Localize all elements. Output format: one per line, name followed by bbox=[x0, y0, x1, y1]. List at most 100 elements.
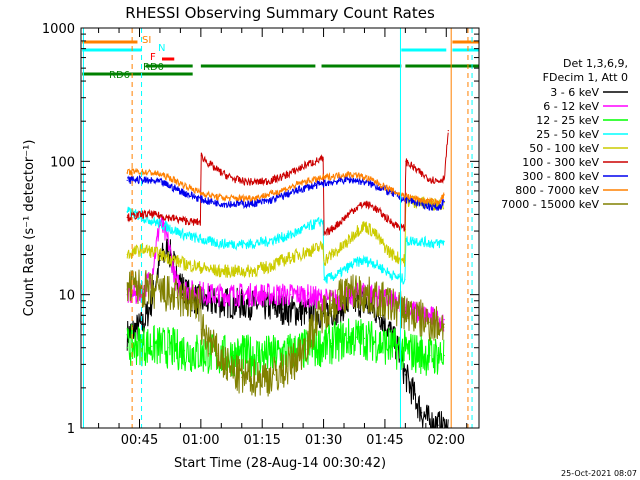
data-point bbox=[224, 203, 226, 205]
data-point bbox=[429, 242, 431, 244]
data-point bbox=[216, 302, 218, 304]
data-point bbox=[347, 241, 349, 243]
data-point bbox=[151, 213, 153, 215]
data-point bbox=[380, 241, 382, 243]
data-point bbox=[249, 376, 251, 378]
x-tick-label: 01:00 bbox=[182, 433, 219, 448]
data-point bbox=[216, 353, 218, 355]
data-point bbox=[339, 248, 341, 250]
data-point bbox=[192, 195, 194, 197]
data-point bbox=[339, 174, 341, 176]
legend-entry: 6 - 12 keV bbox=[543, 100, 599, 113]
data-point bbox=[183, 263, 186, 265]
data-point bbox=[290, 363, 292, 365]
data-point bbox=[413, 239, 415, 242]
series-25-50-kev bbox=[126, 206, 445, 285]
data-point bbox=[200, 266, 202, 269]
data-point bbox=[192, 236, 194, 238]
flag-label: F bbox=[150, 52, 156, 63]
data-point bbox=[273, 294, 276, 296]
data-point bbox=[208, 200, 210, 203]
x-tick-label: 01:30 bbox=[305, 433, 342, 448]
data-point bbox=[443, 323, 445, 325]
data-point bbox=[380, 266, 382, 269]
data-point bbox=[388, 188, 390, 190]
data-point bbox=[126, 179, 128, 181]
data-point bbox=[159, 253, 161, 256]
data-point bbox=[126, 288, 128, 290]
data-point bbox=[331, 300, 333, 302]
data-point bbox=[233, 243, 235, 245]
data-point bbox=[241, 294, 243, 296]
data-point bbox=[265, 376, 267, 378]
data-point bbox=[363, 260, 366, 262]
data-point bbox=[290, 310, 292, 312]
data-point bbox=[372, 340, 374, 342]
data-point bbox=[429, 205, 431, 207]
data-point bbox=[306, 163, 308, 165]
y-axis: 1 10 100 1000 bbox=[42, 22, 479, 437]
data-point bbox=[339, 221, 341, 223]
data-point bbox=[265, 266, 267, 269]
legend-header: FDecim 1, Att 0 bbox=[543, 71, 628, 84]
data-point bbox=[437, 354, 439, 357]
data-point bbox=[290, 256, 292, 259]
data-point bbox=[224, 243, 226, 245]
data-point bbox=[151, 345, 153, 347]
data-point bbox=[167, 226, 169, 228]
data-point bbox=[192, 302, 194, 304]
data-point bbox=[298, 310, 300, 312]
data-point bbox=[331, 276, 333, 278]
data-point bbox=[404, 195, 406, 197]
data-point bbox=[208, 340, 210, 342]
legend-entry: 100 - 300 keV bbox=[522, 156, 599, 169]
data-point bbox=[380, 183, 382, 186]
data-point bbox=[396, 224, 398, 227]
series-100-300-kev bbox=[126, 130, 449, 236]
data-point bbox=[443, 200, 445, 203]
data-point bbox=[282, 308, 284, 310]
data-point bbox=[273, 307, 276, 309]
data-point bbox=[314, 223, 316, 225]
data-point bbox=[159, 260, 161, 262]
data-point bbox=[298, 189, 300, 191]
data-point bbox=[323, 344, 325, 346]
data-point bbox=[282, 175, 284, 178]
data-point bbox=[347, 266, 349, 269]
data-point bbox=[290, 186, 292, 188]
data-point bbox=[134, 286, 136, 288]
data-point bbox=[159, 223, 161, 225]
data-point bbox=[372, 183, 374, 186]
data-point bbox=[249, 294, 251, 296]
x-axis: 00:45 01:00 01:15 01:30 01:45 02:00 bbox=[98, 28, 468, 448]
data-point bbox=[143, 213, 145, 215]
data-point bbox=[298, 183, 300, 185]
data-point bbox=[405, 160, 407, 162]
data-point bbox=[314, 323, 316, 325]
data-point bbox=[265, 305, 267, 307]
data-point bbox=[151, 251, 153, 253]
flag-label: RD0 bbox=[143, 62, 164, 73]
data-point bbox=[443, 202, 445, 204]
legend-entry: 12 - 25 keV bbox=[536, 114, 599, 127]
data-point bbox=[273, 263, 276, 265]
data-point bbox=[443, 194, 445, 196]
data-point bbox=[429, 200, 431, 203]
x-tick-label: 01:15 bbox=[243, 433, 280, 448]
data-point bbox=[167, 216, 169, 218]
data-point bbox=[404, 374, 406, 376]
data-point bbox=[355, 207, 357, 209]
data-point bbox=[363, 181, 366, 183]
data-point bbox=[331, 303, 333, 305]
data-point bbox=[404, 310, 406, 312]
data-point bbox=[192, 221, 194, 223]
data-point bbox=[134, 251, 136, 253]
data-point bbox=[134, 344, 136, 346]
data-point bbox=[413, 314, 415, 316]
data-point bbox=[233, 178, 235, 180]
data-point bbox=[167, 241, 169, 243]
data-point bbox=[175, 188, 177, 190]
data-point bbox=[257, 354, 259, 357]
data-point bbox=[233, 197, 235, 199]
